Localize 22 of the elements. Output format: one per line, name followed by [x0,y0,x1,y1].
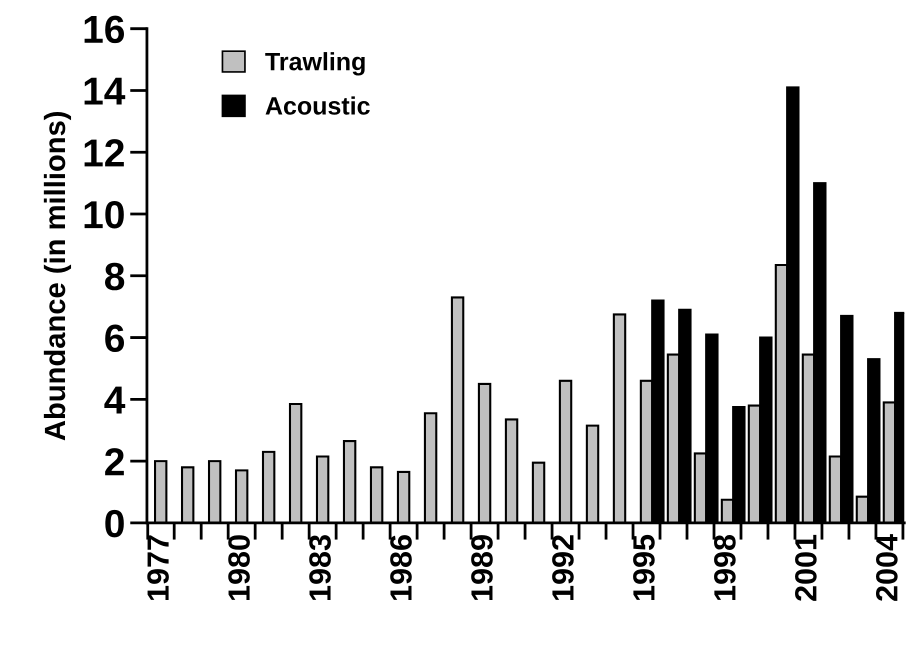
y-tick-label: 0 [105,510,124,538]
y-tick-label: 14 [84,78,126,105]
x-tick-label: 1992 [552,535,574,600]
x-tick-label: 1980 [228,535,250,600]
x-tick-label: 2001 [795,534,817,601]
y-tick-label: 4 [104,386,126,414]
x-tick-label: 2004 [876,534,898,601]
legend-label: Trawling [265,52,365,76]
y-tick-label: 8 [105,262,124,290]
y-tick-label: 16 [84,16,124,44]
x-tick-label: 1989 [471,535,493,600]
y-tick-label: 2 [105,448,124,476]
x-tick-label: 1977 [147,535,169,600]
y-axis-title: Abundance (in millions) [44,112,72,440]
x-tick-label: 1995 [633,534,655,600]
legend-label: Acoustic [266,96,370,115]
x-tick-label: 1998 [714,534,736,600]
x-tick-label: 1983 [309,535,331,600]
y-tick-label: 6 [105,324,124,352]
y-tick-label: 12 [84,139,124,166]
x-tick-label: 1986 [390,535,412,600]
y-tick-label: 10 [84,200,124,228]
